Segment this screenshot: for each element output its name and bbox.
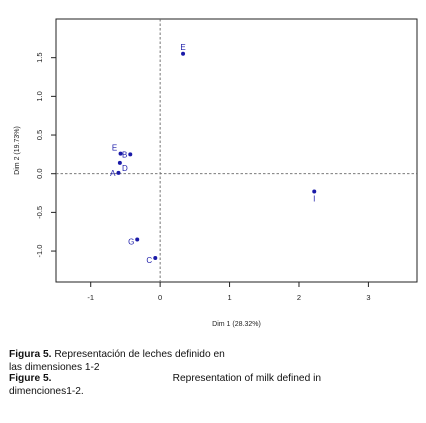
data-point bbox=[116, 170, 121, 175]
x-tick-label: 1 bbox=[227, 293, 231, 302]
caption-spanish-line2: las dimensiones 1-2 bbox=[9, 361, 100, 373]
y-axis-label: Dim 2 (19.73%) bbox=[14, 126, 21, 175]
point-label: E bbox=[180, 43, 185, 52]
caption-spanish: Figura 5. Representación de leches defin… bbox=[9, 349, 321, 374]
x-axis-label: Dim 1 (28.32%) bbox=[212, 321, 261, 328]
point-label: G bbox=[128, 237, 134, 246]
data-point bbox=[181, 51, 186, 56]
x-tick-label: 2 bbox=[297, 293, 301, 302]
caption-spanish-line1: Representación de leches definido en bbox=[54, 349, 225, 360]
data-point bbox=[312, 189, 317, 194]
point-label: C bbox=[146, 256, 152, 265]
data-point bbox=[117, 160, 122, 165]
y-tick-label: -1.0 bbox=[35, 245, 44, 258]
caption-english-line1: Representation of milk defined in bbox=[172, 373, 321, 384]
y-tick-label: 1.5 bbox=[35, 52, 44, 62]
plot-frame bbox=[55, 18, 418, 283]
caption-english-line2: dimenciones1-2. bbox=[9, 385, 84, 397]
x-tick-label: -1 bbox=[87, 293, 94, 302]
axes: -1 0 1 2 3 -1.0 -0.5 0.0 0.5 1.0 1.5 bbox=[35, 52, 370, 302]
x-tick-label: 3 bbox=[366, 293, 370, 302]
y-tick-label: 1.0 bbox=[35, 91, 44, 101]
data-point bbox=[118, 151, 123, 156]
point-label: B bbox=[122, 150, 127, 159]
reference-lines bbox=[56, 19, 417, 282]
data-point bbox=[128, 152, 133, 157]
x-tick-label: 0 bbox=[158, 293, 162, 302]
data-point bbox=[135, 237, 140, 242]
point-label: E bbox=[112, 144, 117, 153]
y-tick-label: 0.0 bbox=[35, 168, 44, 178]
caption-english-label: Figure 5. bbox=[9, 373, 52, 384]
y-tick-label: 0.5 bbox=[35, 130, 44, 140]
point-label: A bbox=[110, 169, 116, 178]
point-label: D bbox=[122, 164, 128, 173]
point-label: I bbox=[313, 194, 315, 203]
y-tick-label: -0.5 bbox=[35, 206, 44, 219]
caption-spanish-label: Figura 5. bbox=[9, 349, 52, 360]
data-point bbox=[153, 256, 158, 261]
caption-english: Figure 5. Representation of milk defined… bbox=[9, 373, 321, 398]
